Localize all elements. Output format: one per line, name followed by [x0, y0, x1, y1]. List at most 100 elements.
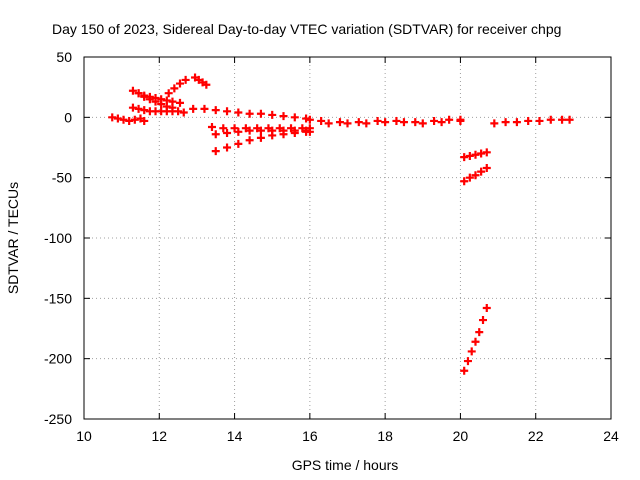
data-point [546, 115, 555, 124]
data-point [482, 148, 491, 157]
data-point [170, 84, 179, 93]
data-point [268, 110, 277, 119]
data-point [501, 118, 510, 127]
data-point [256, 133, 265, 142]
data-point [343, 119, 352, 128]
data-point [411, 118, 420, 127]
data-point [207, 122, 216, 131]
data-point [245, 126, 254, 135]
y-tick-label: -250 [44, 411, 72, 427]
data-point [482, 164, 491, 173]
data-point [128, 103, 137, 112]
data-point [140, 106, 149, 115]
series-arc-7 [189, 104, 314, 124]
data-point [465, 151, 474, 160]
data-point [211, 147, 220, 156]
data-point [175, 79, 184, 88]
series-arc-10 [211, 127, 314, 156]
data-point [268, 131, 277, 140]
data-point [179, 108, 188, 117]
data-point [305, 127, 314, 136]
data-point [479, 316, 488, 325]
y-tick-label: -150 [44, 290, 72, 306]
series-arc-4 [128, 103, 188, 117]
data-point [223, 129, 232, 138]
y-tick-label: -200 [44, 351, 72, 367]
data-point [471, 171, 480, 180]
data-point [234, 108, 243, 117]
y-tick-label: -50 [52, 170, 72, 186]
data-point [140, 92, 149, 101]
data-point [256, 126, 265, 135]
series-arc-16 [490, 115, 574, 128]
data-point [245, 136, 254, 145]
data-point [157, 100, 166, 109]
data-point [305, 115, 314, 124]
x-axis-label: GPS time / hours [292, 457, 399, 473]
data-point [175, 98, 184, 107]
grid [84, 57, 611, 419]
data-point [113, 114, 122, 123]
data-point [256, 109, 265, 118]
data-point [471, 150, 480, 159]
data-point [128, 86, 137, 95]
data-point [234, 127, 243, 136]
series-arc-13 [460, 148, 491, 162]
x-tick-label: 24 [603, 428, 619, 444]
data-point [362, 119, 371, 128]
data-point [381, 118, 390, 127]
series-arc-5 [164, 75, 190, 98]
data-point [477, 149, 486, 158]
data-point [223, 143, 232, 152]
data-point [399, 118, 408, 127]
data-point [460, 177, 469, 186]
series-arc-1 [108, 113, 149, 125]
data-point [445, 115, 454, 124]
data-point [456, 116, 465, 125]
data-point [134, 104, 143, 113]
data-point [324, 119, 333, 128]
data-point [460, 153, 469, 162]
data-point [200, 104, 209, 113]
data-point [119, 115, 128, 124]
data-point [463, 357, 472, 366]
x-tick-label: 20 [453, 428, 469, 444]
data-point [223, 107, 232, 116]
data-point [189, 104, 198, 113]
x-tick-label: 12 [151, 428, 167, 444]
data-point [140, 116, 149, 125]
data-point [437, 118, 446, 127]
data-point [475, 328, 484, 337]
data-point [134, 89, 143, 98]
data-point [279, 130, 288, 139]
y-tick-label: -100 [44, 230, 72, 246]
data-point [181, 75, 190, 84]
data-point [558, 115, 567, 124]
data-point [460, 366, 469, 375]
data-point [219, 124, 228, 133]
data-point [290, 129, 299, 138]
data-point [524, 116, 533, 125]
data-point [477, 167, 486, 176]
x-tick-label: 14 [227, 428, 243, 444]
x-tick-label: 18 [377, 428, 393, 444]
y-tick-label: 0 [64, 109, 72, 125]
data-point [565, 115, 574, 124]
data-point [202, 80, 211, 89]
data-point [490, 119, 499, 128]
data-point [373, 116, 382, 125]
data-point [211, 130, 220, 139]
x-tick-label: 10 [76, 428, 92, 444]
data-point [512, 118, 521, 127]
data-point [130, 115, 139, 124]
data-point [482, 303, 491, 312]
y-axis-label: SDTVAR / TECUs [5, 182, 21, 294]
data-point [471, 337, 480, 346]
data-point [392, 116, 401, 125]
data-point [145, 95, 154, 104]
data-point [535, 116, 544, 125]
series-arc-3 [134, 89, 177, 112]
series-arc-6 [191, 73, 211, 89]
data-point [290, 113, 299, 122]
